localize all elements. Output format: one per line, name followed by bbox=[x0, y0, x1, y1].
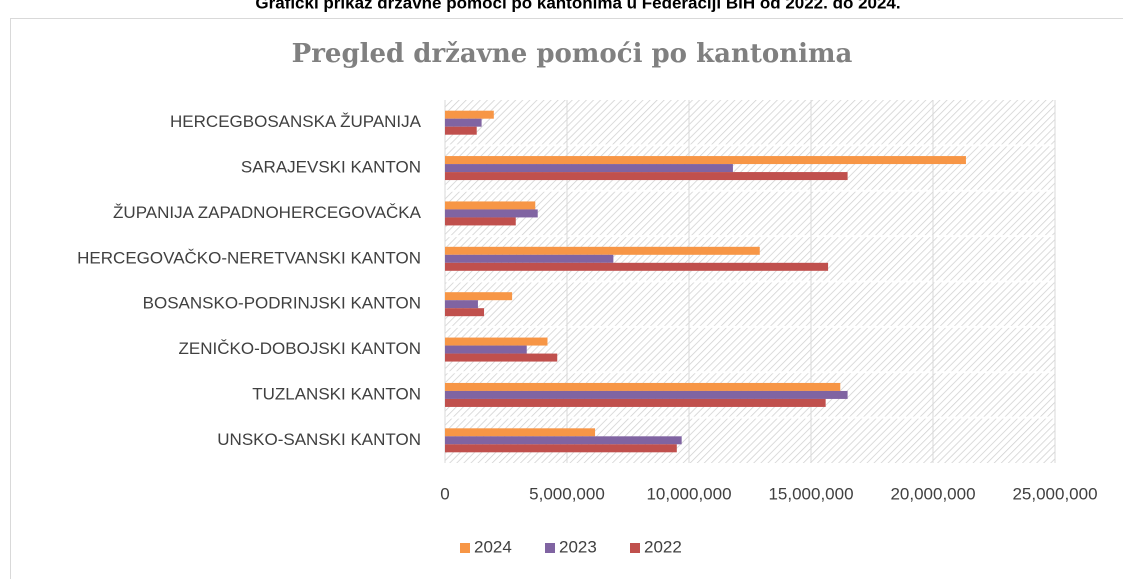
bar bbox=[445, 126, 477, 135]
bar bbox=[445, 308, 485, 317]
x-tick-label: 0 bbox=[440, 484, 449, 503]
chart-frame bbox=[10, 18, 1123, 579]
bar bbox=[445, 444, 677, 453]
bar bbox=[445, 292, 513, 301]
legend-swatch bbox=[545, 543, 555, 553]
bar bbox=[445, 156, 966, 165]
bar bbox=[445, 201, 536, 210]
bar bbox=[445, 254, 614, 263]
legend-label: 2024 bbox=[474, 537, 512, 556]
y-tick-label: SARAJEVSKI KANTON bbox=[241, 158, 421, 177]
bar bbox=[445, 300, 478, 309]
x-tick-label: 25,000,000 bbox=[1012, 484, 1097, 503]
x-tick-label: 5,000,000 bbox=[529, 484, 605, 503]
y-tick-label: BOSANSKO-PODRINJSKI KANTON bbox=[143, 294, 421, 313]
x-tick-label: 10,000,000 bbox=[646, 484, 731, 503]
bar bbox=[445, 353, 558, 362]
bar bbox=[445, 118, 482, 127]
bar bbox=[445, 337, 548, 346]
bar bbox=[445, 436, 682, 445]
bar bbox=[445, 382, 841, 391]
y-tick-label: HERCEGOVAČKO-NERETVANSKI KANTON bbox=[77, 248, 421, 267]
x-tick-label: 15,000,000 bbox=[768, 484, 853, 503]
y-tick-label: ŽUPANIJA ZAPADNOHERCEGOVAČKA bbox=[113, 203, 422, 222]
bar bbox=[445, 172, 848, 181]
legend-swatch bbox=[460, 543, 470, 553]
chart-title: Pregled državne pomoći po kantonima bbox=[292, 39, 853, 69]
bar bbox=[445, 390, 848, 399]
legend-label: 2022 bbox=[644, 537, 682, 556]
bar bbox=[445, 262, 829, 271]
y-tick-label: HERCEGBOSANSKA ŽUPANIJA bbox=[170, 112, 422, 131]
bar bbox=[445, 164, 733, 173]
legend-label: 2023 bbox=[559, 537, 597, 556]
legend-swatch bbox=[630, 543, 640, 553]
bar bbox=[445, 246, 760, 255]
bar bbox=[445, 428, 596, 437]
bar bbox=[445, 110, 494, 119]
y-tick-label: TUZLANSKI KANTON bbox=[252, 384, 421, 403]
y-tick-label: ZENIČKO-DOBOJSKI KANTON bbox=[179, 339, 421, 358]
bar bbox=[445, 398, 826, 407]
bar bbox=[445, 209, 538, 218]
page-header: Grafički prikaz državne pomoći po kanton… bbox=[255, 0, 900, 12]
bar bbox=[445, 345, 527, 354]
y-tick-label: UNSKO-SANSKI KANTON bbox=[217, 430, 421, 449]
x-tick-label: 20,000,000 bbox=[890, 484, 975, 503]
bar bbox=[445, 217, 516, 226]
